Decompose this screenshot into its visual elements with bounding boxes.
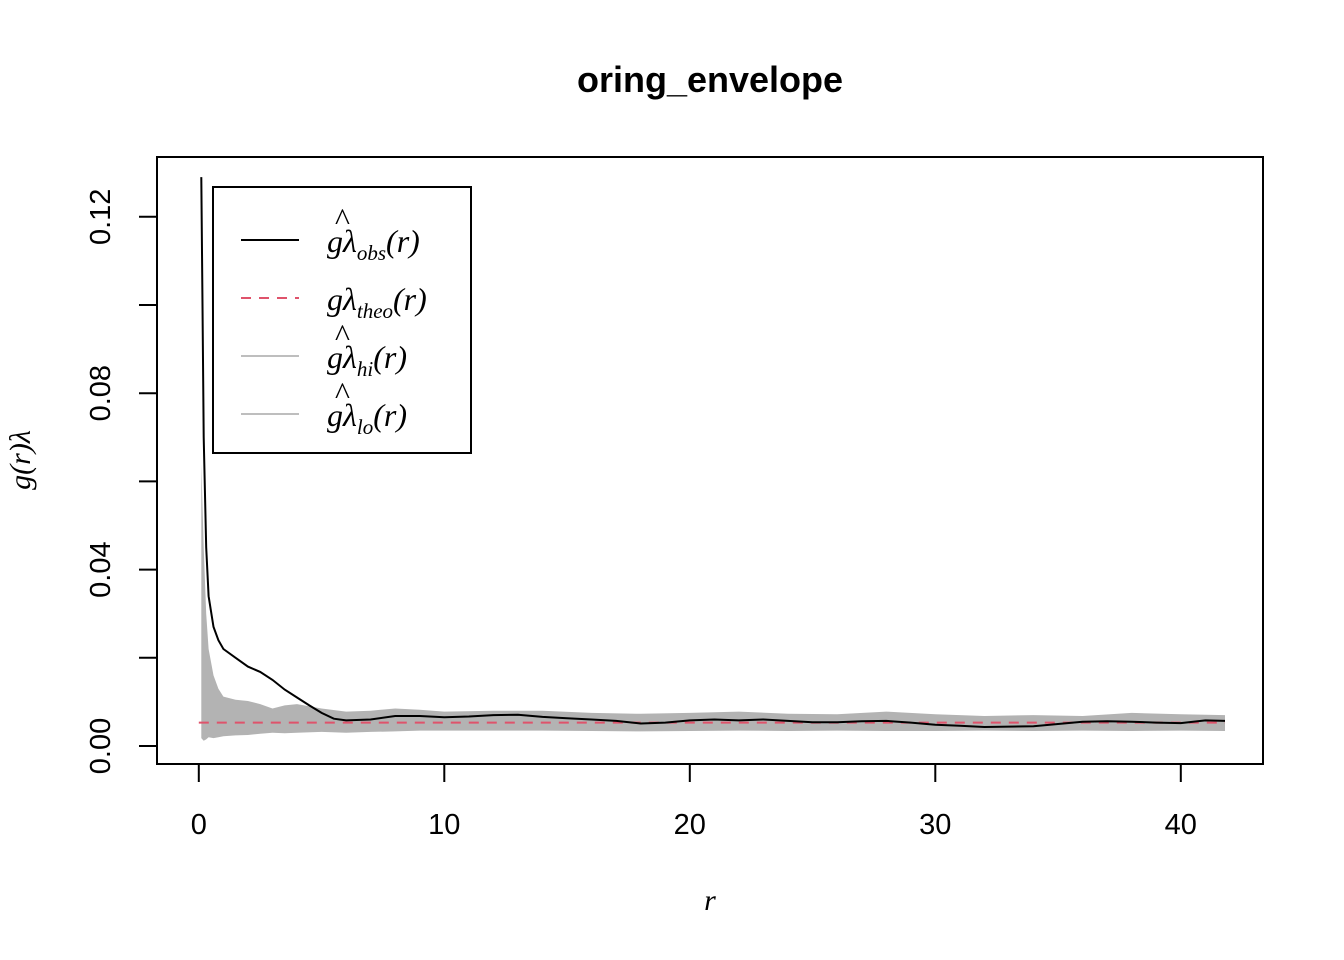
x-tick-label: 40 (1165, 809, 1197, 841)
legend-entry-label: gλobs(r) (327, 223, 420, 265)
legend-entry-label: gλhi(r) (327, 339, 407, 381)
legend: gλobs(r)^gλtheo(r)gλhi(r)^gλlo(r)^ (212, 186, 472, 454)
x-tick-label: 20 (674, 809, 706, 841)
y-tick-label: 0.00 (85, 718, 117, 774)
y-tick-label: 0.08 (85, 365, 117, 421)
x-axis: 0 10 20 30 40 (191, 763, 1197, 841)
y-axis-label: g(r)λ (4, 430, 37, 490)
x-tick-label: 30 (919, 809, 951, 841)
x-tick-label: 10 (428, 809, 460, 841)
legend-hat-mark: ^ (334, 201, 350, 237)
chart-title: oring_envelope (577, 59, 843, 100)
legend-hat-mark: ^ (334, 375, 350, 411)
legend-entry-label: gλtheo(r) (327, 281, 427, 323)
x-axis-label: r (704, 884, 716, 917)
legend-box (212, 186, 472, 454)
series-obs-line (200, 177, 1226, 729)
legend-entry-label: gλlo(r) (327, 397, 407, 439)
y-tick-label: 0.12 (85, 189, 117, 245)
x-tick-label: 0 (191, 809, 207, 841)
envelope-layer (201, 463, 1226, 741)
y-tick-label: 0.04 (85, 541, 117, 597)
y-axis: 0.00 0.04 0.08 0.12 (85, 189, 158, 774)
line-layer (198, 177, 1226, 729)
envelope-band (201, 463, 1226, 741)
legend-hat-mark: ^ (334, 317, 350, 353)
